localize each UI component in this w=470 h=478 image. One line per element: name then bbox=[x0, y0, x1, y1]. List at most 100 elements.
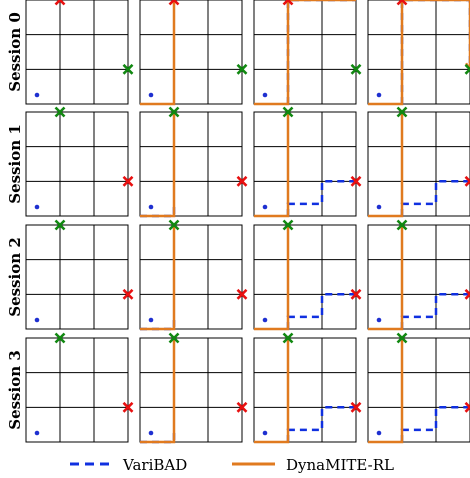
red-goal-marker-stroke bbox=[122, 175, 134, 187]
start-marker bbox=[34, 317, 40, 323]
session-label: Session 1 bbox=[6, 124, 24, 204]
green-goal-marker-stroke bbox=[236, 63, 248, 75]
red-goal-marker-stroke bbox=[464, 288, 470, 297]
green-goal-marker bbox=[282, 332, 294, 344]
panel-border bbox=[139, 224, 243, 330]
red-goal-marker bbox=[464, 175, 470, 187]
dynamite-trajectory bbox=[254, 225, 290, 331]
red-goal-marker-stroke bbox=[464, 401, 470, 410]
green-goal-marker-stroke bbox=[396, 219, 408, 231]
red-goal-marker bbox=[168, 0, 180, 6]
red-goal-marker bbox=[236, 288, 248, 300]
panel bbox=[253, 332, 362, 444]
panel bbox=[367, 0, 470, 106]
green-goal-marker-stroke bbox=[350, 63, 362, 75]
green-goal-marker-stroke bbox=[54, 219, 66, 231]
red-goal-marker-stroke bbox=[54, 0, 62, 6]
green-goal-marker bbox=[396, 106, 408, 118]
start-marker bbox=[376, 430, 382, 436]
panel-border bbox=[25, 111, 129, 217]
dynamite-trajectory bbox=[140, 225, 176, 331]
panel bbox=[25, 0, 134, 105]
dynamite-trajectory bbox=[254, 112, 290, 218]
panel-border bbox=[139, 111, 243, 217]
red-goal-marker bbox=[282, 0, 294, 6]
variBAD-trajectory bbox=[140, 429, 176, 444]
red-goal-marker bbox=[236, 175, 248, 187]
panel bbox=[367, 332, 470, 444]
panel-border bbox=[367, 224, 470, 330]
start-marker bbox=[148, 204, 154, 210]
start-marker bbox=[148, 317, 154, 323]
panel-border bbox=[139, 337, 243, 443]
red-goal-marker-stroke bbox=[396, 0, 404, 6]
legend-dynamite-label: DynaMITE-RL bbox=[286, 456, 394, 474]
red-goal-marker-stroke bbox=[464, 405, 470, 413]
red-goal-marker bbox=[464, 288, 470, 300]
dynamite-trajectory bbox=[140, 338, 176, 444]
green-goal-marker bbox=[396, 219, 408, 231]
panel bbox=[367, 106, 470, 218]
red-goal-marker bbox=[54, 0, 66, 6]
dynamite-trajectory bbox=[140, 0, 176, 106]
panel bbox=[25, 332, 134, 443]
panel-border bbox=[253, 224, 357, 330]
panel bbox=[139, 332, 248, 444]
red-goal-marker-stroke bbox=[350, 175, 362, 187]
red-goal-marker-stroke bbox=[236, 401, 248, 413]
red-goal-marker-stroke bbox=[236, 175, 248, 187]
panel bbox=[139, 0, 248, 106]
green-goal-marker-stroke bbox=[282, 106, 294, 118]
start-marker bbox=[262, 92, 268, 98]
panel bbox=[25, 219, 134, 330]
panel bbox=[253, 219, 362, 331]
green-goal-marker-stroke bbox=[168, 332, 180, 344]
panel-border bbox=[367, 337, 470, 443]
green-goal-marker-stroke bbox=[282, 332, 294, 344]
green-goal-marker bbox=[168, 219, 180, 231]
green-goal-marker bbox=[54, 219, 66, 231]
green-goal-marker-stroke bbox=[168, 106, 180, 118]
red-goal-marker bbox=[236, 401, 248, 413]
start-marker bbox=[34, 204, 40, 210]
red-goal-marker bbox=[350, 175, 362, 187]
legend-variBAD-label: VariBAD bbox=[122, 456, 187, 474]
start-marker bbox=[262, 430, 268, 436]
green-goal-marker-stroke bbox=[464, 63, 470, 72]
panel-grid bbox=[25, 0, 470, 444]
green-goal-marker bbox=[168, 332, 180, 344]
start-marker bbox=[376, 317, 382, 323]
green-goal-marker-stroke bbox=[122, 63, 134, 75]
dynamite-trajectory bbox=[368, 338, 404, 444]
red-goal-marker bbox=[464, 401, 470, 413]
session-labels: Session 0 Session 1 Session 2 Session 3 bbox=[6, 12, 24, 430]
red-goal-marker-stroke bbox=[168, 0, 176, 6]
red-goal-marker-stroke bbox=[464, 292, 470, 300]
panel-border bbox=[253, 0, 357, 105]
red-goal-marker bbox=[122, 175, 134, 187]
start-marker bbox=[148, 430, 154, 436]
panel bbox=[367, 219, 470, 331]
green-goal-marker-stroke bbox=[282, 219, 294, 231]
green-goal-marker bbox=[54, 332, 66, 344]
red-goal-marker bbox=[122, 288, 134, 300]
panel-border bbox=[253, 337, 357, 443]
green-goal-marker bbox=[54, 106, 66, 118]
legend: VariBAD DynaMITE-RL bbox=[70, 456, 394, 474]
panel bbox=[253, 0, 362, 106]
red-goal-marker-stroke bbox=[58, 0, 66, 6]
red-goal-marker-stroke bbox=[350, 288, 362, 300]
session-label: Session 2 bbox=[6, 237, 24, 317]
red-goal-marker-stroke bbox=[350, 401, 362, 413]
red-goal-marker-stroke bbox=[122, 401, 134, 413]
start-marker bbox=[376, 204, 382, 210]
red-goal-marker-stroke bbox=[122, 288, 134, 300]
panel bbox=[253, 106, 362, 218]
green-goal-marker bbox=[350, 63, 362, 75]
dynamite-trajectory bbox=[368, 0, 470, 106]
green-goal-marker bbox=[168, 106, 180, 118]
variBAD-trajectory bbox=[140, 316, 176, 331]
green-goal-marker bbox=[122, 63, 134, 75]
start-marker bbox=[262, 204, 268, 210]
